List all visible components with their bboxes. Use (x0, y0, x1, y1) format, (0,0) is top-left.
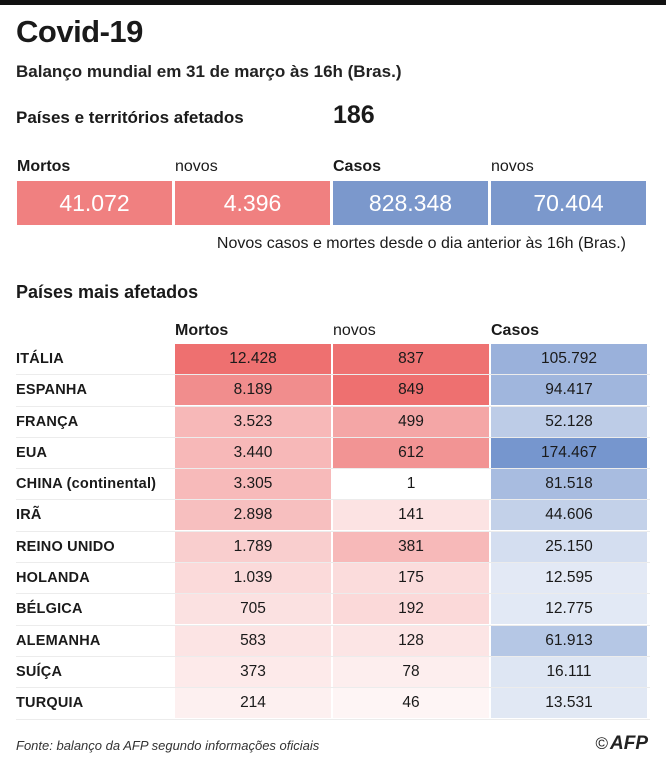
table-row: ALEMANHA 583 128 61.913 (0, 625, 666, 657)
total-new-cases-box: 70.404 (491, 181, 646, 225)
row-divider (16, 593, 650, 595)
new-deaths-cell: 849 (333, 375, 489, 406)
country-name: TURQUIA (16, 695, 84, 712)
deaths-cell: 8.189 (175, 375, 331, 406)
table-row: CHINA (continental) 3.305 1 81.518 (0, 469, 666, 501)
table-row: BÉLGICA 705 192 12.775 (0, 594, 666, 626)
cases-cell: 13.531 (491, 688, 647, 719)
cases-cell: 105.792 (491, 344, 647, 374)
copyright-symbol: © (595, 734, 608, 753)
afp-logo-text: AFP (610, 733, 648, 754)
country-name: FRANÇA (16, 413, 79, 430)
cases-cell: 94.417 (491, 375, 647, 406)
source-note: Fonte: balanço da AFP segundo informaçõe… (16, 738, 320, 753)
cases-cell: 12.775 (491, 594, 647, 625)
country-name: REINO UNIDO (16, 538, 115, 555)
page-title: Covid-19 (16, 14, 143, 49)
cases-cell: 81.518 (491, 469, 647, 500)
row-divider (16, 562, 650, 564)
deaths-cell: 1.039 (175, 563, 331, 594)
deaths-cell: 12.428 (175, 344, 331, 374)
table-row: SUÍÇA 373 78 16.111 (0, 656, 666, 689)
total-cases-box: 828.348 (333, 181, 488, 225)
table-row: EUA 3.440 612 174.467 (0, 437, 666, 470)
table-row: IRÃ 2.898 141 44.606 (0, 500, 666, 532)
deaths-cell: 3.305 (175, 469, 331, 500)
deaths-cell: 705 (175, 594, 331, 625)
row-divider (16, 687, 650, 689)
total-new-deaths-label: novos (175, 158, 218, 175)
new-deaths-cell: 175 (333, 563, 489, 594)
row-divider (16, 718, 650, 720)
row-divider (16, 436, 650, 438)
country-name: ITÁLIA (16, 351, 64, 367)
deaths-cell: 3.440 (175, 437, 331, 468)
cases-cell: 52.128 (491, 406, 647, 437)
countries-table: ITÁLIA 12.428 837 105.792 ESPANHA 8.189 849 94.… (0, 344, 666, 720)
affected-countries-value: 186 (333, 101, 375, 129)
new-deaths-cell: 46 (333, 688, 489, 719)
new-deaths-cell: 192 (333, 594, 489, 625)
row-divider (16, 624, 650, 626)
cases-cell: 44.606 (491, 500, 647, 531)
cases-cell: 16.111 (491, 656, 647, 687)
table-row: ESPANHA 8.189 849 94.417 (0, 375, 666, 407)
country-name: BÉLGICA (16, 601, 83, 618)
deaths-cell: 583 (175, 625, 331, 656)
new-deaths-cell: 128 (333, 625, 489, 656)
country-name: SUÍÇA (16, 663, 63, 680)
row-divider (16, 499, 650, 501)
country-name: CHINA (continental) (16, 476, 157, 493)
deaths-cell: 214 (175, 688, 331, 719)
row-divider (16, 655, 650, 657)
column-header-new: novos (333, 322, 376, 339)
affected-countries-label: Países e territórios afetados (16, 108, 244, 127)
deaths-cell: 1.789 (175, 531, 331, 562)
table-row: TURQUIA 214 46 13.531 (0, 688, 666, 720)
table-title: Países mais afetados (16, 282, 199, 302)
top-rule (0, 0, 666, 5)
total-deaths-box: 41.072 (17, 181, 172, 225)
cases-cell: 12.595 (491, 563, 647, 594)
country-name: ALEMANHA (16, 632, 101, 649)
new-deaths-cell: 499 (333, 406, 489, 437)
cases-cell: 174.467 (491, 437, 647, 468)
new-deaths-cell: 837 (333, 344, 489, 374)
country-name: EUA (16, 444, 48, 461)
table-row: REINO UNIDO 1.789 381 25.150 (0, 531, 666, 564)
row-divider (16, 374, 650, 376)
total-new-deaths-box: 4.396 (175, 181, 330, 225)
deaths-cell: 373 (175, 656, 331, 687)
page-subtitle: Balanço mundial em 31 de março às 16h (B… (16, 62, 402, 81)
new-deaths-cell: 612 (333, 437, 489, 468)
cases-cell: 25.150 (491, 531, 647, 562)
deaths-cell: 2.898 (175, 500, 331, 531)
total-cases-label: Casos (333, 158, 382, 175)
totals-note: Novos casos e mortes desde o dia anterio… (216, 235, 626, 252)
table-row: HOLANDA 1.039 175 12.595 (0, 563, 666, 595)
row-divider (16, 468, 650, 470)
afp-credit: © AFP (595, 733, 648, 755)
table-row: ITÁLIA 12.428 837 105.792 (0, 344, 666, 376)
total-deaths-label: Mortos (17, 158, 71, 175)
new-deaths-cell: 381 (333, 531, 489, 562)
row-divider (16, 405, 650, 407)
deaths-cell: 3.523 (175, 406, 331, 437)
table-row: FRANÇA 3.523 499 52.128 (0, 406, 666, 438)
country-name: IRÃ (16, 507, 42, 524)
total-new-cases-label: novos (491, 158, 534, 175)
country-name: HOLANDA (16, 570, 90, 587)
new-deaths-cell: 141 (333, 500, 489, 531)
cases-cell: 61.913 (491, 625, 647, 656)
new-deaths-cell: 78 (333, 656, 489, 687)
column-header-cases: Casos (491, 322, 540, 339)
row-divider (16, 530, 650, 532)
column-header-deaths: Mortos (175, 322, 229, 339)
new-deaths-cell: 1 (333, 469, 489, 500)
country-name: ESPANHA (16, 382, 88, 399)
